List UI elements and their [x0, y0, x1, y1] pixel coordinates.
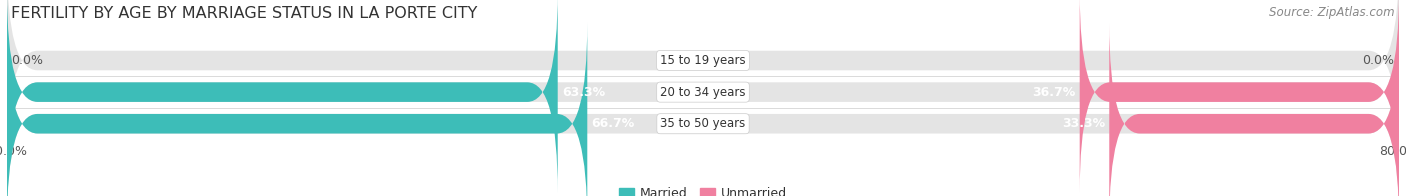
- FancyBboxPatch shape: [7, 23, 588, 196]
- FancyBboxPatch shape: [7, 0, 1399, 161]
- Text: 0.0%: 0.0%: [11, 54, 44, 67]
- Text: Source: ZipAtlas.com: Source: ZipAtlas.com: [1270, 6, 1395, 19]
- FancyBboxPatch shape: [7, 0, 558, 193]
- Text: FERTILITY BY AGE BY MARRIAGE STATUS IN LA PORTE CITY: FERTILITY BY AGE BY MARRIAGE STATUS IN L…: [11, 6, 478, 21]
- FancyBboxPatch shape: [1080, 0, 1399, 193]
- Text: 36.7%: 36.7%: [1032, 86, 1076, 99]
- Legend: Married, Unmarried: Married, Unmarried: [613, 182, 793, 196]
- Text: 0.0%: 0.0%: [1362, 54, 1395, 67]
- FancyBboxPatch shape: [7, 0, 1399, 193]
- Text: 35 to 50 years: 35 to 50 years: [661, 117, 745, 130]
- Text: 66.7%: 66.7%: [592, 117, 636, 130]
- FancyBboxPatch shape: [7, 23, 1399, 196]
- Text: 20 to 34 years: 20 to 34 years: [661, 86, 745, 99]
- FancyBboxPatch shape: [1109, 23, 1399, 196]
- Text: 33.3%: 33.3%: [1062, 117, 1105, 130]
- Text: 15 to 19 years: 15 to 19 years: [661, 54, 745, 67]
- Text: 63.3%: 63.3%: [562, 86, 605, 99]
